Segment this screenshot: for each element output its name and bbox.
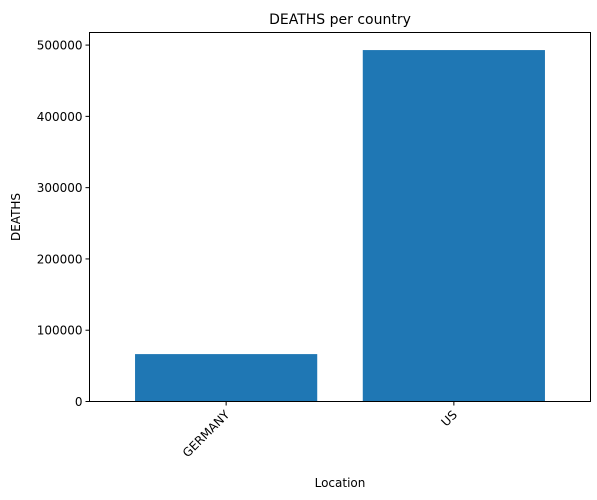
x-axis-label: Location: [315, 476, 366, 490]
x-tick-label: GERMANY: [180, 407, 233, 460]
y-tick-label: 200000: [37, 252, 83, 266]
y-tick-label: 300000: [37, 181, 83, 195]
chart-title: DEATHS per country: [269, 12, 411, 28]
bar-germany: [135, 354, 317, 401]
y-tick-label: 0: [75, 395, 83, 409]
y-tick-label: 400000: [37, 110, 83, 124]
y-tick-label: 100000: [37, 324, 83, 338]
bars-group: [135, 50, 545, 401]
x-axis-ticks: GERMANY US: [180, 402, 460, 461]
bar-us: [363, 50, 545, 401]
x-tick-label: US: [438, 408, 460, 430]
y-axis-label: DEATHS: [9, 193, 23, 241]
y-tick-label: 500000: [37, 39, 83, 53]
y-axis-ticks: 0 100000 200000 300000 400000 500000: [37, 39, 90, 409]
